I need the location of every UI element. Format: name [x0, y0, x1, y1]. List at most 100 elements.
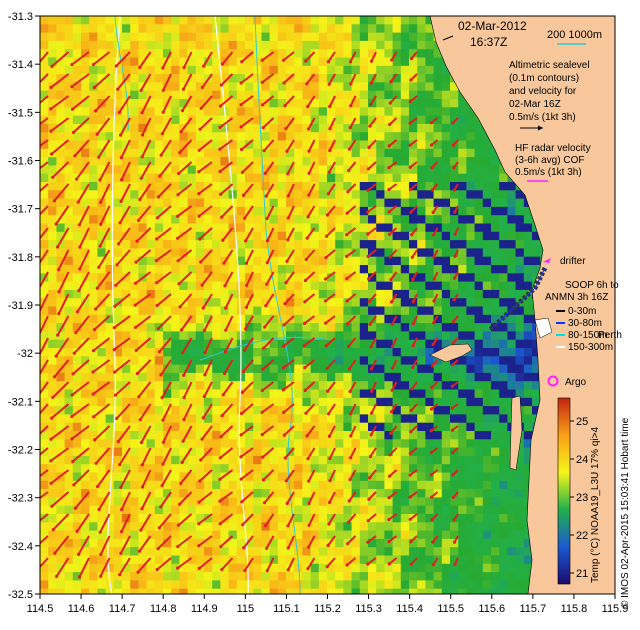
sst-cell: [376, 107, 385, 116]
sst-cell: [236, 455, 246, 465]
sst-cell: [433, 132, 443, 141]
sst-cell: [187, 265, 197, 274]
sst-cell: [450, 489, 459, 498]
sst-cell: [130, 123, 139, 133]
sst-cell: [245, 588, 254, 594]
sst-cell: [491, 397, 500, 407]
sst-cell: [261, 273, 270, 282]
sst-cell: [335, 406, 344, 415]
sst-cell: [302, 323, 311, 332]
sst-cell: [441, 397, 451, 407]
sst-cell: [113, 90, 123, 100]
sst-cell: [236, 273, 246, 282]
sst-cell: [318, 99, 328, 108]
sst-cell: [171, 364, 180, 374]
sst-cell: [277, 389, 287, 399]
sst-cell: [253, 190, 262, 199]
sst-cell: [482, 298, 492, 307]
sst-cell: [245, 157, 254, 166]
sst-cell: [261, 439, 270, 448]
sst-cell: [56, 489, 65, 498]
sst-cell: [105, 289, 115, 299]
sst-cell: [523, 306, 533, 316]
sst-cell: [64, 464, 74, 473]
sst-cell: [384, 215, 393, 224]
sst-cell: [417, 431, 426, 440]
sst-cell: [171, 165, 180, 175]
sst-cell: [236, 281, 246, 291]
sst-cell: [335, 16, 344, 25]
sst-cell: [130, 49, 139, 58]
sst-cell: [310, 572, 320, 581]
sst-cell: [253, 256, 262, 266]
sst-cell: [89, 505, 98, 515]
sst-cell: [236, 572, 246, 581]
sst-cell: [220, 397, 229, 407]
sst-cell: [195, 397, 205, 407]
sst-cell: [499, 431, 508, 440]
sst-cell: [171, 74, 180, 83]
sst-cell: [105, 406, 115, 415]
sst-cell: [253, 397, 262, 407]
sst-cell: [359, 339, 369, 349]
sst-cell: [269, 331, 279, 341]
sst-cell: [368, 547, 377, 556]
sst-cell: [212, 580, 221, 590]
sst-cell: [466, 464, 475, 473]
sst-cell: [130, 431, 139, 440]
sst-cell: [269, 248, 279, 258]
sst-cell: [113, 339, 123, 349]
sst-cell: [392, 90, 402, 100]
sst-cell: [310, 24, 320, 33]
sst-cell: [294, 240, 303, 249]
sst-cell: [187, 198, 197, 208]
sst-cell: [532, 406, 541, 415]
sst-cell: [64, 580, 74, 590]
sst-cell: [220, 422, 229, 432]
sst-cell: [236, 314, 246, 324]
sst-cell: [122, 132, 131, 141]
sst-cell: [327, 348, 336, 357]
sst-cell: [64, 314, 74, 324]
sst-cell: [146, 223, 156, 233]
sst-cell: [417, 323, 426, 332]
sst-cell: [433, 580, 443, 590]
sst-cell: [64, 165, 74, 175]
sst-cell: [269, 588, 279, 594]
sst-cell: [163, 588, 172, 594]
sst-cell: [261, 480, 270, 490]
sst-cell: [458, 497, 467, 507]
sst-cell: [343, 281, 352, 291]
sst-cell: [466, 555, 475, 565]
sst-cell: [269, 148, 279, 158]
sst-cell: [417, 381, 426, 390]
sst-cell: [204, 397, 213, 407]
sst-cell: [523, 298, 533, 307]
sst-cell: [277, 572, 287, 581]
sst-cell: [56, 16, 65, 25]
sst-cell: [433, 455, 443, 465]
sst-cell: [146, 489, 156, 498]
sst-cell: [236, 464, 246, 473]
sst-cell: [482, 455, 492, 465]
sst-cell: [286, 547, 295, 556]
sst-cell: [81, 348, 90, 357]
sst-cell: [56, 563, 65, 573]
sst-cell: [48, 115, 57, 125]
sst-cell: [286, 431, 295, 440]
sst-cell: [310, 182, 320, 191]
sst-cell: [417, 389, 426, 399]
sst-cell: [261, 298, 270, 307]
sst-cell: [400, 115, 410, 125]
sst-cell: [56, 439, 65, 448]
sst-cell: [482, 190, 492, 199]
sst-cell: [310, 157, 320, 166]
sst-cell: [515, 489, 525, 498]
sst-cell: [327, 439, 336, 448]
sst-cell: [228, 65, 238, 75]
sst-cell: [359, 472, 369, 482]
sst-cell: [72, 16, 82, 25]
sst-cell: [409, 580, 418, 590]
sst-cell: [384, 572, 393, 581]
sst-cell: [89, 49, 98, 58]
